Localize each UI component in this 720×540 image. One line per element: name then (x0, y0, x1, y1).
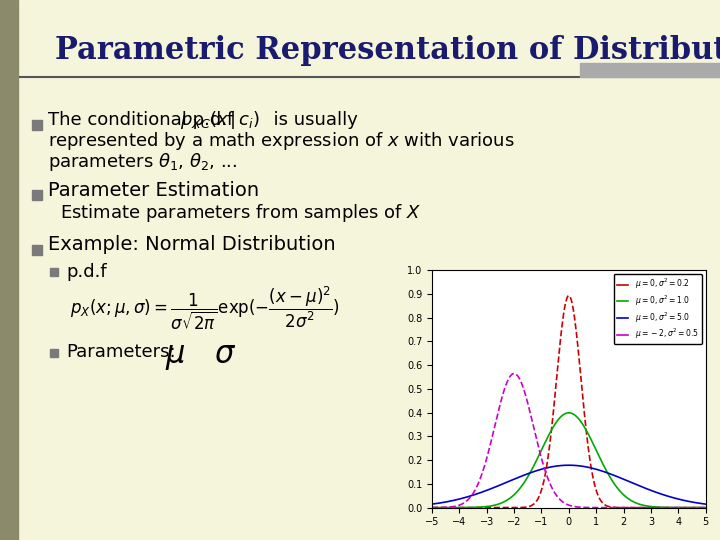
$\mu = 0, \sigma^2 = 0.2$ (696, 504, 704, 511)
$\mu = 0, \sigma^2 = 0.2$ (576, 371, 585, 377)
$\mu = 0, \sigma^2 = 1.0$ (564, 409, 573, 416)
Text: represented by a math expression of $x$ with various: represented by a math expression of $x$ … (48, 130, 515, 152)
$\mu = 0, \sigma^2 = 1.0$ (591, 446, 600, 452)
$\mu = 0, \sigma^2 = 5.0$ (428, 501, 436, 508)
Text: Parametric Representation of Distributions: Parametric Representation of Distributio… (55, 35, 720, 65)
Text: p.d.f: p.d.f (66, 263, 107, 281)
$\mu = 0, \sigma^2 = 5.0$ (652, 489, 661, 496)
$\mu = 0, \sigma^2 = 0.2$ (564, 293, 573, 299)
Text: is usually: is usually (262, 111, 358, 129)
$\mu = -2, \sigma^2 = 0.5$ (591, 504, 600, 511)
$\mu = 0, \sigma^2 = 0.2$ (557, 323, 566, 329)
$\mu = 0, \sigma^2 = 1.0$ (559, 411, 568, 418)
$\mu = 0, \sigma^2 = 1.0$ (696, 504, 704, 511)
$\mu = 0, \sigma^2 = 5.0$ (576, 463, 585, 469)
$\mu = 0, \sigma^2 = 0.2$ (559, 310, 568, 317)
$\mu = 0, \sigma^2 = 0.2$ (591, 484, 600, 491)
$\mu = 0, \sigma^2 = 1.0$ (576, 418, 585, 424)
Bar (32, 120, 42, 130)
Line: $\mu = -2, \sigma^2 = 0.5$: $\mu = -2, \sigma^2 = 0.5$ (432, 374, 706, 508)
$\mu = 0, \sigma^2 = 0.2$ (428, 504, 436, 511)
Text: Example: Normal Distribution: Example: Normal Distribution (48, 235, 336, 254)
Bar (0, 0, 18, 540)
$\mu = -2, \sigma^2 = 0.5$ (428, 504, 436, 511)
$\mu = 0, \sigma^2 = 1.0$ (428, 504, 436, 511)
$\mu = -2, \sigma^2 = 0.5$ (558, 498, 567, 505)
Text: $\mu \quad \sigma$: $\mu \quad \sigma$ (165, 341, 237, 373)
Text: $p_X(x;\mu,\sigma) = \dfrac{1}{\sigma\sqrt{2\pi}}\exp(-\dfrac{(x-\mu)^2}{2\sigma: $p_X(x;\mu,\sigma) = \dfrac{1}{\sigma\sq… (70, 284, 340, 332)
Text: The conditional p.d.f: The conditional p.d.f (48, 111, 239, 129)
Text: Parameters:: Parameters: (66, 343, 176, 361)
Bar (32, 190, 42, 200)
$\mu = 0, \sigma^2 = 5.0$ (701, 501, 710, 508)
Text: parameters $\theta_1$, $\theta_2$, ...: parameters $\theta_1$, $\theta_2$, ... (48, 151, 238, 173)
Line: $\mu = 0, \sigma^2 = 5.0$: $\mu = 0, \sigma^2 = 5.0$ (432, 465, 706, 504)
Bar (50, 268, 58, 276)
Bar (32, 245, 42, 255)
$\mu = -2, \sigma^2 = 0.5$ (696, 504, 704, 511)
Text: Parameter Estimation: Parameter Estimation (48, 180, 259, 199)
$\mu = -2, \sigma^2 = 0.5$ (510, 370, 518, 377)
$\mu = 0, \sigma^2 = 1.0$ (652, 504, 661, 510)
$\mu = -2, \sigma^2 = 0.5$ (652, 504, 661, 511)
$\mu = 0, \sigma^2 = 5.0$ (557, 462, 566, 469)
$\mu = 0, \sigma^2 = 5.0$ (559, 462, 568, 469)
$\mu = 0, \sigma^2 = 1.0$ (701, 504, 710, 511)
$\mu = -2, \sigma^2 = 0.5$ (560, 500, 569, 506)
$\mu = 0, \sigma^2 = 5.0$ (591, 466, 600, 472)
$\mu = 0, \sigma^2 = 0.2$ (701, 504, 710, 511)
Line: $\mu = 0, \sigma^2 = 1.0$: $\mu = 0, \sigma^2 = 1.0$ (432, 413, 706, 508)
$\mu = 0, \sigma^2 = 5.0$ (696, 500, 704, 507)
$\mu = 0, \sigma^2 = 0.2$ (652, 504, 661, 511)
Legend: $\mu = 0, \sigma^2 = 0.2$, $\mu = 0, \sigma^2 = 1.0$, $\mu = 0, \sigma^2 = 5.0$,: $\mu = 0, \sigma^2 = 0.2$, $\mu = 0, \si… (614, 274, 702, 345)
$\mu = -2, \sigma^2 = 0.5$ (701, 504, 710, 511)
$\mu = 0, \sigma^2 = 1.0$ (557, 413, 566, 419)
$\mu = 0, \sigma^2 = 5.0$ (564, 462, 573, 468)
Bar (50, 349, 58, 357)
$\mu = -2, \sigma^2 = 0.5$ (576, 504, 585, 510)
Text: $p_{XC}(x\,|\,c_i)$: $p_{XC}(x\,|\,c_i)$ (180, 109, 261, 131)
Text: Estimate parameters from samples of $X$: Estimate parameters from samples of $X$ (60, 202, 422, 224)
Line: $\mu = 0, \sigma^2 = 0.2$: $\mu = 0, \sigma^2 = 0.2$ (432, 296, 706, 508)
Bar (580, 63, 720, 77)
